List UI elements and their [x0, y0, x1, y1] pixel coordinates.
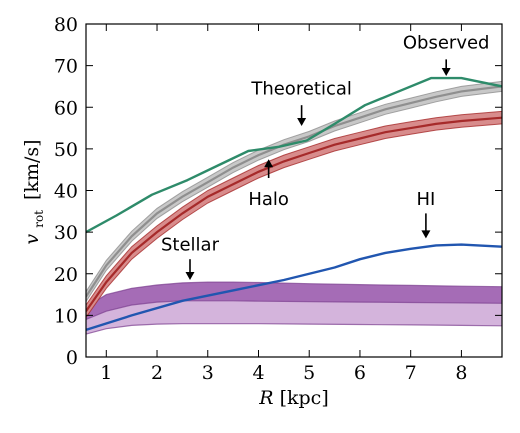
x-axis-label-unit: [kpc]: [280, 387, 329, 409]
y-tick-label: 30: [54, 222, 78, 244]
x-tick-label: 3: [202, 362, 214, 384]
y-axis-label-unit: [km/s]: [21, 139, 43, 200]
series-stellar-center-line: [86, 300, 502, 321]
x-tick-label: 2: [151, 362, 163, 384]
y-tick-label: 40: [54, 181, 78, 203]
annotation-theoretical-label: Theoretical: [250, 79, 352, 100]
y-axis-label-subscript: rot: [32, 210, 46, 228]
x-tick-label: 6: [354, 362, 366, 384]
axis-labels: R [kpc] v rot [km/s]: [21, 139, 329, 409]
x-axis-label: R [kpc]: [258, 387, 329, 409]
y-tick-label: 10: [54, 305, 78, 327]
series-theoretical-upper-line: [86, 80, 502, 292]
x-tick-label: 7: [405, 362, 417, 384]
annotation-theoretical-arrowhead: [297, 117, 307, 126]
series-halo-upper-line: [86, 110, 502, 306]
annotations: Observed Theoretical Halo HI Stellar: [161, 33, 489, 280]
y-tick-label: 50: [54, 139, 78, 161]
annotation-stellar-label: Stellar: [161, 235, 220, 256]
y-tick-label: 60: [54, 97, 78, 119]
y-axis-label: v rot [km/s]: [21, 139, 48, 244]
annotation-halo-arrowhead: [264, 159, 274, 168]
y-tick-label: 70: [54, 56, 78, 78]
series-hi-line: [86, 243, 502, 332]
x-tick-label: 8: [455, 362, 467, 384]
series-theoretical-lower-line: [86, 90, 502, 302]
x-tick-label: 4: [252, 362, 264, 384]
series-observed-line: [86, 76, 502, 234]
series-halo-line: [86, 116, 502, 312]
series-stellar-lower-line: [86, 323, 502, 335]
series-stellar-upper-band: [86, 282, 502, 320]
annotation-halo-label: Halo: [248, 189, 289, 210]
series-halo-lower-line: [86, 123, 502, 318]
y-tick-label: 0: [66, 347, 78, 369]
y-tick-label: 20: [54, 264, 78, 286]
y-axis-label-symbol: v: [21, 234, 43, 245]
annotation-stellar-arrowhead: [185, 271, 195, 280]
series-stellar-lower-band: [86, 300, 502, 335]
plot-area: [86, 76, 502, 335]
x-axis-label-symbol: R: [258, 387, 273, 409]
series-halo-band: [86, 111, 502, 318]
annotation-observed-label: Observed: [403, 33, 490, 54]
series-theoretical-band: [86, 81, 502, 302]
annotation-observed-arrowhead: [441, 68, 451, 77]
x-tick-label: 1: [100, 362, 112, 384]
y-tick-label: 80: [54, 14, 78, 36]
annotation-hi-arrowhead: [421, 230, 431, 239]
series-stellar-upper-line: [86, 281, 502, 308]
annotation-hi-label: HI: [416, 189, 435, 210]
x-tick-label: 5: [303, 362, 315, 384]
